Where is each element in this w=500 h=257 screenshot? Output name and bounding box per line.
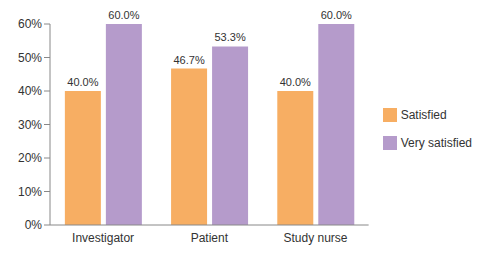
html-text:Satisfied: Satisfied (400, 107, 447, 122)
svg-text:60%: 60% (18, 17, 42, 31)
svg-text:60.0%: 60.0% (108, 9, 139, 21)
svg-text:0%: 0% (25, 218, 43, 232)
svg-text:46.7%: 46.7% (173, 54, 204, 66)
svg-text:Study nurse: Study nurse (283, 231, 347, 245)
svg-text:40%: 40% (18, 84, 42, 98)
svg-text:40.0%: 40.0% (280, 76, 311, 88)
svg-text:30%: 30% (18, 118, 42, 132)
svg-text:50%: 50% (18, 51, 42, 65)
svg-text:Investigator: Investigator (72, 231, 134, 245)
svg-text:53.3%: 53.3% (214, 31, 245, 43)
svg-text:Patient: Patient (191, 231, 229, 245)
html-text:Very satisfied: Very satisfied (400, 135, 472, 150)
svg-text:10%: 10% (18, 185, 42, 199)
svg-text:40.0%: 40.0% (67, 76, 98, 88)
svg-text:20%: 20% (18, 151, 42, 165)
svg-text:60.0%: 60.0% (321, 9, 352, 21)
